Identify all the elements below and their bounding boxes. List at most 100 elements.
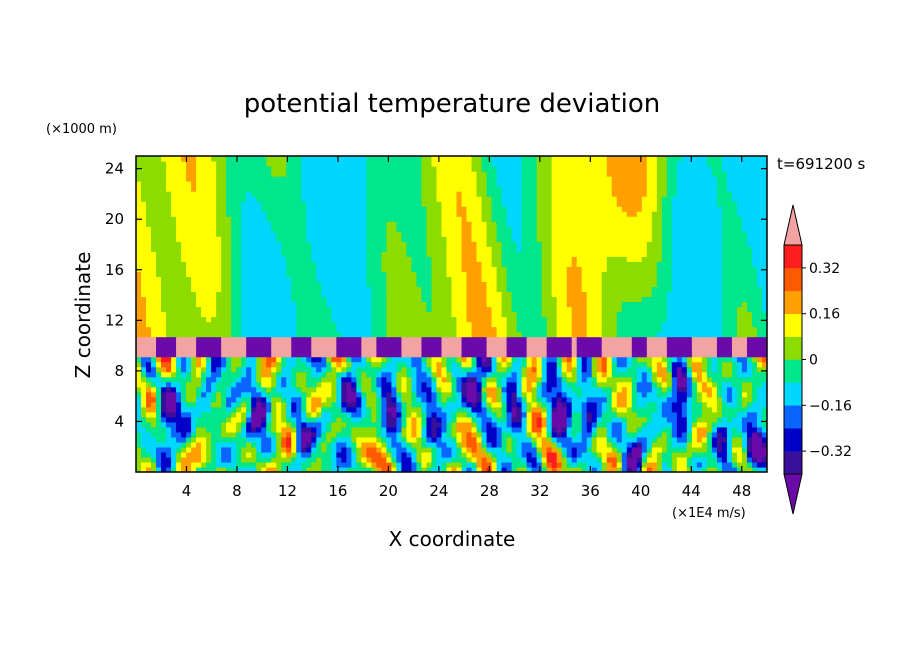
field-cell [726,446,733,453]
field-cell [531,421,538,428]
colorbar-tick-label: 0.32 [809,261,840,277]
field-cell [701,406,713,413]
field-cell [421,341,443,348]
field-cell [721,431,728,438]
field-cell [166,381,172,388]
field-cell [506,216,523,222]
field-cell [226,211,242,217]
field-cell [386,391,393,398]
field-cell [166,321,232,328]
field-cell [206,356,212,363]
field-cell [166,311,202,318]
field-cell [661,461,668,468]
field-cell [536,451,543,458]
field-cell [421,291,433,298]
field-cell [221,451,232,458]
field-cell [401,351,423,358]
field-cell [691,456,708,463]
field-cell [201,461,207,468]
field-cell [561,456,568,463]
field-cell [646,421,673,428]
field-cell [451,381,458,388]
field-cell [441,336,463,343]
field-cell [266,461,277,468]
field-cell [531,411,543,418]
field-cell [636,401,648,408]
field-cell [631,381,638,388]
field-cell [606,456,618,463]
field-cell [236,401,242,408]
field-cell [506,396,513,403]
field-cell [446,376,453,383]
field-cell [486,226,498,232]
field-cell [181,391,187,398]
field-cell [616,441,628,448]
field-cell [206,446,212,453]
field-cell [626,456,638,463]
field-cell [426,396,433,403]
field-cell [646,456,658,463]
field-cell [386,426,398,433]
field-cell [521,356,528,363]
field-cell [226,191,247,197]
field-cell [496,436,503,443]
field-cell [536,231,553,237]
field-cell [326,431,337,438]
field-cell [456,411,468,418]
field-cell [181,431,187,438]
field-cell [351,436,357,443]
field-cell [366,451,382,458]
field-cell [571,361,578,368]
field-cell [461,231,473,237]
field-cell [711,446,718,453]
field-cell [401,366,408,373]
field-cell [421,466,428,472]
field-cell [146,376,152,383]
field-cell [471,411,478,418]
field-cell [411,421,418,428]
field-cell [621,436,638,443]
field-cell [351,361,367,368]
field-cell [486,171,498,177]
field-cell [761,381,767,388]
field-cell [671,196,718,202]
field-cell [386,236,403,242]
field-cell [671,221,723,227]
field-cell [161,386,167,393]
field-cell [241,276,292,282]
field-cell [511,461,528,468]
field-cell [481,261,493,267]
field-cell [136,276,142,282]
field-cell [486,441,493,448]
field-cell [136,331,152,338]
field-cell [516,401,523,408]
field-cell [516,241,523,247]
field-cell [546,351,573,358]
field-cell [496,411,503,418]
field-cell [746,441,753,448]
field-cell [491,456,498,463]
field-cell [286,171,302,177]
field-cell [311,341,337,348]
field-cell [551,421,568,428]
field-cell [451,451,458,458]
field-cell [166,331,232,338]
field-cell [266,426,272,433]
field-cell [556,376,563,383]
field-cell [476,181,488,187]
field-cell [136,236,152,242]
field-cell [521,416,528,423]
field-cell [416,466,423,472]
field-cell [561,371,568,378]
field-cell [536,206,553,212]
field-cell [661,406,673,413]
field-cell [716,416,723,423]
field-cell [386,316,458,323]
field-cell [156,466,162,472]
field-cell [301,196,367,202]
field-cell [561,356,568,363]
field-cell [721,256,753,262]
field-cell [311,366,317,373]
field-cell [691,361,703,368]
field-cell [446,421,453,428]
